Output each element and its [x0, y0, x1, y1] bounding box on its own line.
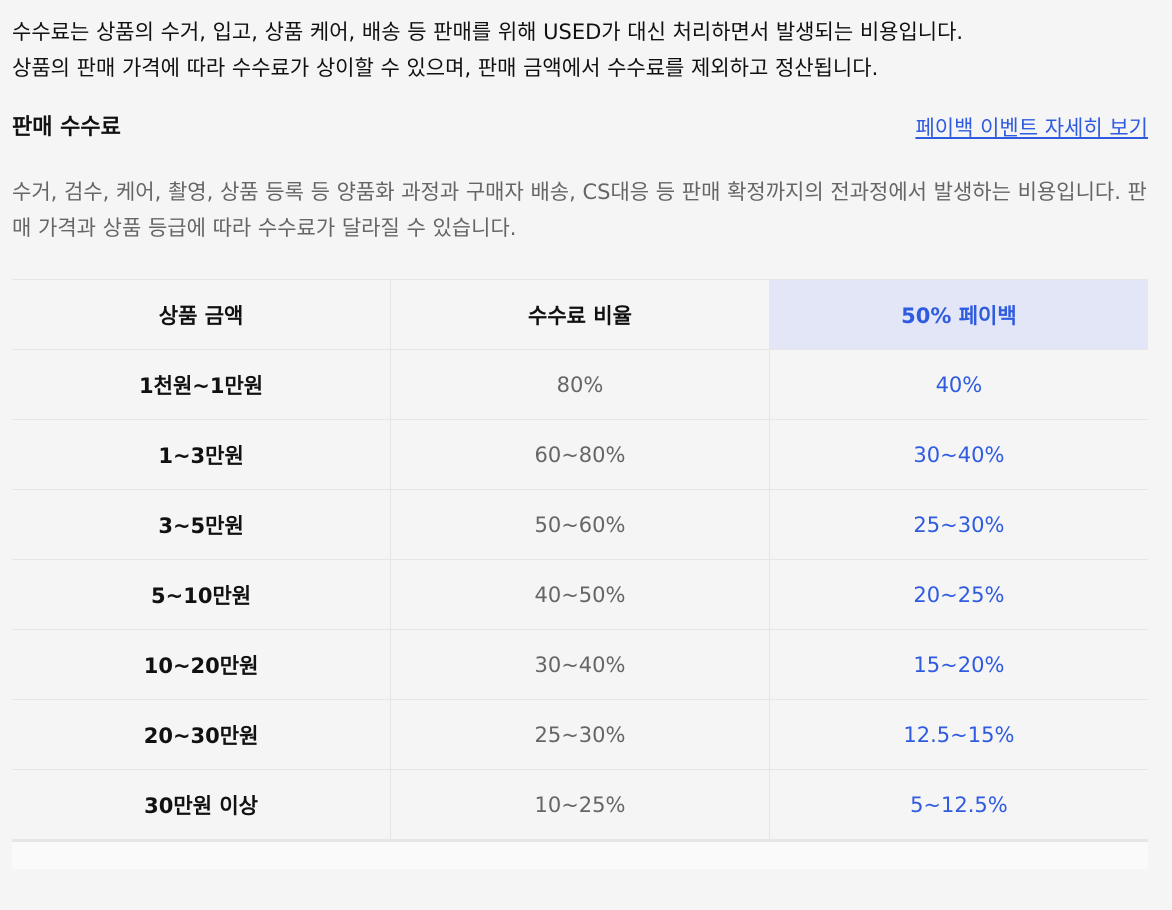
- table-cell: 10~20만원: [12, 629, 391, 700]
- intro: 수수료는 상품의 수거, 입고, 상품 케어, 배송 등 판매를 위해 USED…: [12, 14, 963, 86]
- header-row: 상품 금액 수수료 비율 50% 페이백: [12, 279, 1148, 350]
- table-cell: 30~40%: [768, 419, 1148, 490]
- section-description: 수거, 검수, 케어, 촬영, 상품 등록 등 양품화 과정과 구매자 배송, …: [12, 180, 1147, 240]
- table-row: 3~5만원 50~60% 25~30%: [12, 489, 1148, 560]
- table-cell: 1천원~1만원: [12, 349, 391, 420]
- table-cell: 25~30%: [768, 489, 1148, 560]
- table-cell: 20~30만원: [12, 699, 391, 770]
- table-row: 1~3만원 60~80% 30~40%: [12, 419, 1148, 490]
- header-cell: 50% 페이백: [768, 279, 1148, 350]
- table-cell: 10~25%: [390, 769, 770, 842]
- table-row: 1천원~1만원 80% 40%: [12, 349, 1148, 420]
- header-cell: 수수료 비율: [390, 279, 770, 350]
- table-row: 5~10만원 40~50% 20~25%: [12, 559, 1148, 630]
- table-cell: 30만원 이상: [12, 769, 391, 842]
- header-cell: 상품 금액: [12, 279, 391, 350]
- table-row: 10~20만원 30~40% 15~20%: [12, 629, 1148, 700]
- payback-link[interactable]: 페이백 이벤트 자세히 보기: [915, 116, 1148, 140]
- table-body: 1천원~1만원 80% 40% 1~3만원 60~80% 30~40% 3~5만원 50~60…: [12, 349, 1148, 842]
- table-cell: 50~60%: [390, 489, 770, 560]
- fee-table: 상품 금액 수수료 비율 50% 페이백 1천원~1만원 80% 40% 1~3만원 6…: [12, 279, 1148, 842]
- table-cell: 15~20%: [768, 629, 1148, 700]
- table-row: 30만원 이상 10~25% 5~12.5%: [12, 769, 1148, 842]
- intro-line: 상품의 판매 가격에 따라 수수료가 상이할 수 있으며, 판매 금액에서 수수…: [12, 56, 879, 80]
- table-cell: 3~5만원: [12, 489, 391, 560]
- table-cell: 40%: [768, 349, 1148, 420]
- table-cell: 30~40%: [390, 629, 770, 700]
- table-cell: 1~3만원: [12, 419, 391, 490]
- table-row: 20~30만원 25~30% 12.5~15%: [12, 699, 1148, 770]
- table-cell: 5~10만원: [12, 559, 391, 630]
- table-cell: 5~12.5%: [768, 769, 1148, 842]
- table-cell: 12.5~15%: [768, 699, 1148, 770]
- table-footer: [12, 842, 1148, 869]
- section-header: 판매 수수료 페이백 이벤트 자세히 보기: [12, 110, 1148, 146]
- table-cell: 40~50%: [390, 559, 770, 630]
- intro-line: 수수료는 상품의 수거, 입고, 상품 케어, 배송 등 판매를 위해 USED…: [12, 20, 964, 44]
- section-title: 판매 수수료: [12, 115, 121, 140]
- table-cell: 80%: [390, 349, 770, 420]
- table-cell: 20~25%: [768, 559, 1148, 630]
- table-cell: 60~80%: [390, 419, 770, 490]
- table-cell: 25~30%: [390, 699, 770, 770]
